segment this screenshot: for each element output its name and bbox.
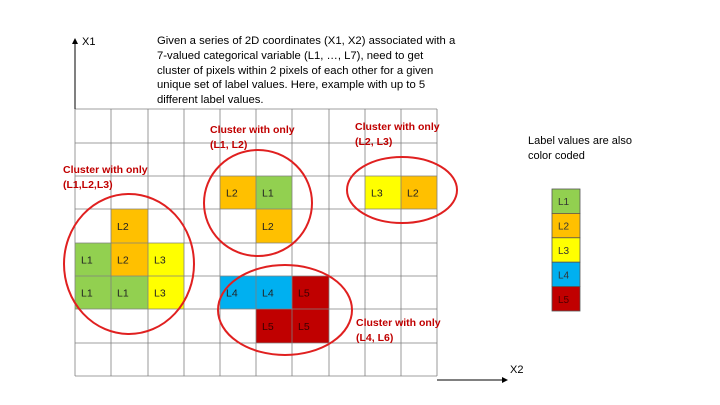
grid-cell-l5 bbox=[292, 309, 329, 343]
grid-cell-label: L1 bbox=[117, 288, 129, 300]
grid-cell-l3 bbox=[148, 243, 184, 276]
grid-cell-l4 bbox=[256, 276, 292, 309]
grid-cell-label: L5 bbox=[298, 321, 310, 333]
grid-cell-l5 bbox=[292, 276, 329, 309]
cluster-label-l1-l2-l3: Cluster with only (L1,L2,L3) bbox=[63, 164, 148, 191]
legend-swatches: L1 L2 L3 L4 L5 bbox=[551, 188, 581, 312]
cluster-label-l2-l3: Cluster with only (L2, L3) bbox=[355, 121, 440, 148]
cluster-label-l1-l2: Cluster with only (L1, L2) bbox=[210, 124, 295, 151]
grid-cell-label: L4 bbox=[226, 288, 238, 300]
grid-cell-l5 bbox=[256, 309, 292, 343]
grid-cell-label: L3 bbox=[371, 188, 383, 200]
grid-cell-label: L3 bbox=[154, 255, 166, 267]
legend-caption: Label values are also color coded bbox=[528, 135, 632, 162]
grid-cell-l1 bbox=[75, 276, 111, 309]
legend-label-l4: L4 bbox=[558, 270, 570, 281]
grid-cell-l1 bbox=[256, 176, 292, 209]
problem-description: Given a series of 2D coordinates (X1, X2… bbox=[157, 35, 456, 107]
legend-label-l5: L5 bbox=[558, 295, 570, 306]
cluster-ellipse-l1-l2-l3 bbox=[63, 193, 195, 335]
grid-cell-label: L2 bbox=[117, 221, 129, 233]
grid-cell-l2 bbox=[111, 209, 148, 243]
grid-cell-label: L3 bbox=[154, 288, 166, 300]
cluster-ellipse-l1-l2 bbox=[203, 149, 313, 257]
cluster-label-l4-l6: Cluster with only (L4, L6) bbox=[356, 317, 441, 344]
legend-label-l1: L1 bbox=[558, 197, 570, 208]
legend-swatch-l3 bbox=[551, 237, 581, 263]
grid-cell-l2 bbox=[256, 209, 292, 243]
grid-cell-label: L5 bbox=[262, 321, 274, 333]
grid-cell-l4 bbox=[220, 276, 256, 309]
grid-cell-l2 bbox=[111, 243, 148, 276]
grid-cell-label: L4 bbox=[262, 288, 274, 300]
grid-cell-label: L1 bbox=[81, 255, 93, 267]
legend-label-l2: L2 bbox=[558, 222, 570, 233]
grid-cell-label: L1 bbox=[262, 188, 274, 200]
legend-swatch-l2 bbox=[551, 212, 581, 239]
cluster-ellipses bbox=[63, 149, 458, 356]
cluster-ellipse-l4-l6 bbox=[217, 264, 353, 356]
x2-axis-label: X2 bbox=[510, 364, 524, 376]
grid-cell-label: L2 bbox=[117, 255, 129, 267]
legend-label-l3: L3 bbox=[558, 246, 570, 257]
grid-cell-label: L2 bbox=[407, 188, 419, 200]
grid-cell-l1 bbox=[75, 243, 111, 276]
grid-cell-l2 bbox=[220, 176, 256, 209]
legend-swatch-l5 bbox=[551, 286, 581, 312]
grid-cell-label: L2 bbox=[262, 221, 274, 233]
label-cells: L2 L1 L2 L3 L1 L1 L3 L2 L1 L2 L3 L2 L4 L4 L5 L5 L5 bbox=[75, 176, 437, 343]
grid-cell-label: L1 bbox=[81, 288, 93, 300]
legend-swatch-l4 bbox=[551, 261, 581, 288]
cluster-ellipse-l2-l3 bbox=[346, 156, 458, 224]
grid-cell-label: L2 bbox=[226, 188, 238, 200]
grid-cell-l3 bbox=[365, 176, 401, 209]
x1-axis-label: X1 bbox=[82, 36, 96, 48]
grid-cell-label: L5 bbox=[298, 288, 310, 300]
grid-cell-l3 bbox=[148, 276, 184, 309]
grid-cell-l1 bbox=[111, 276, 148, 309]
grid-cell-l2 bbox=[401, 176, 437, 209]
